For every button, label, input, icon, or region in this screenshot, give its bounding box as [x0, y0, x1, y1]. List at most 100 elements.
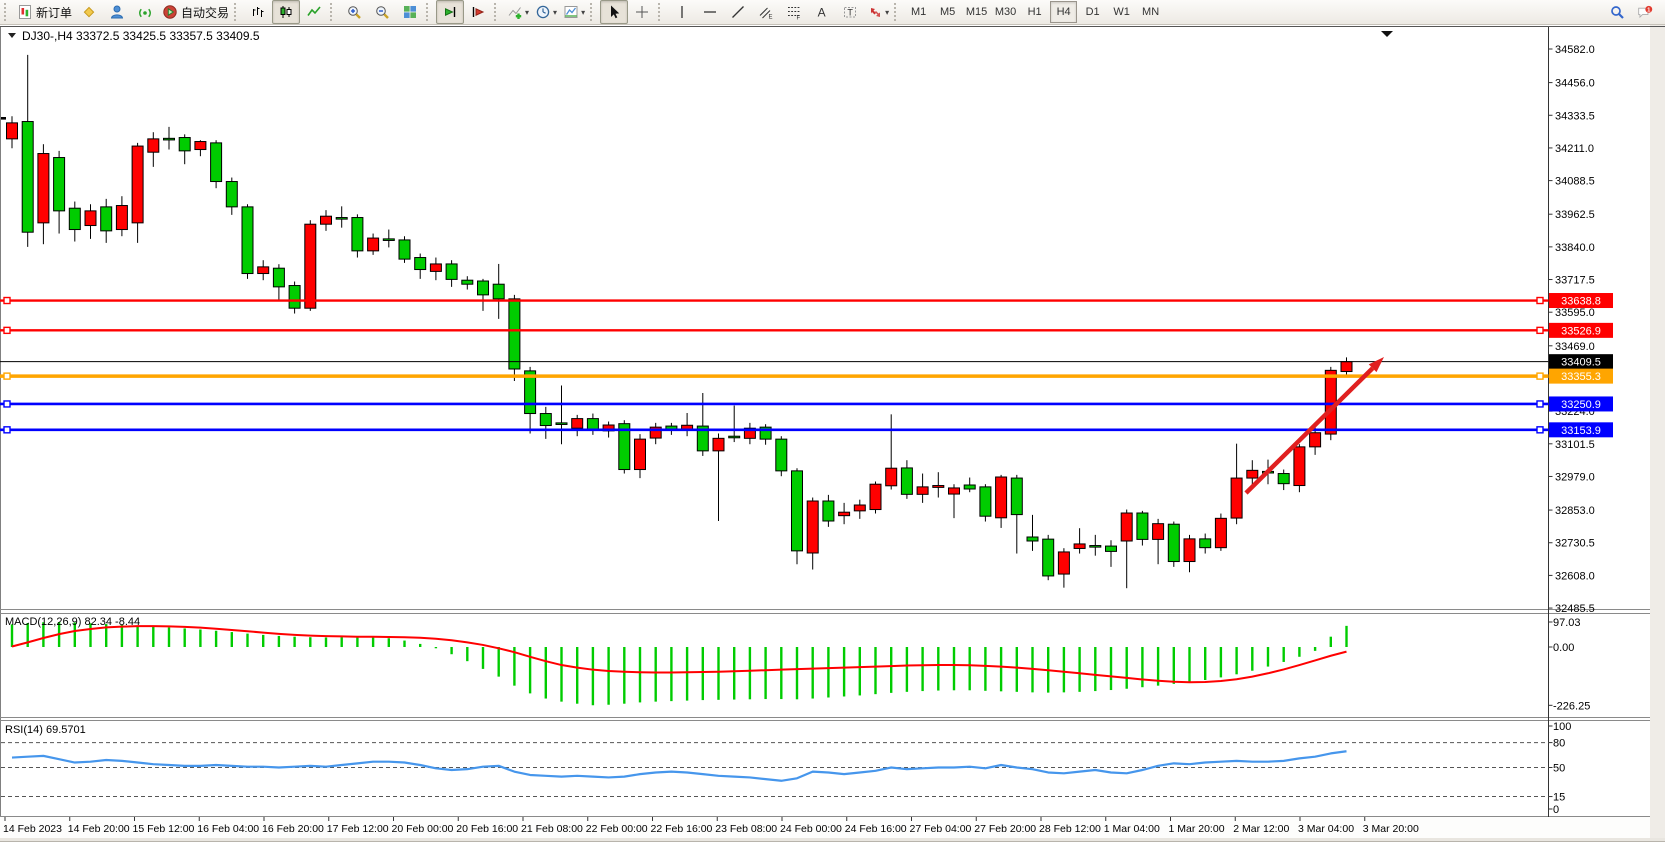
dj30-h4-chart[interactable]: DJ30-,H4 33372.5 33425.5 33357.5 33409.5… [0, 25, 1665, 842]
candle-down [555, 422, 568, 425]
toolbar-grip [590, 3, 597, 21]
hline-handle[interactable] [3, 296, 11, 305]
hline-handle[interactable] [3, 400, 11, 408]
status-strip [0, 838, 1665, 841]
chart-shift-button[interactable] [464, 0, 492, 24]
metaeditor-button[interactable] [75, 0, 103, 24]
periods-menu-button[interactable]: ▾ [532, 0, 560, 24]
time-tick-label: 3 Mar 20:00 [1363, 823, 1419, 835]
hline-handle[interactable] [1536, 372, 1544, 380]
horizontal-line-tool-button[interactable] [696, 0, 724, 24]
time-axis[interactable]: 14 Feb 2023 14 Feb 20:00 15 Feb 12:00 16 Fe… [3, 817, 1419, 835]
templates-menu-button[interactable]: ▾ [560, 0, 588, 24]
trend-arrow-line[interactable] [1244, 366, 1375, 495]
text-tool-button[interactable]: A [808, 0, 836, 24]
trendline-tool-button[interactable] [724, 0, 752, 24]
toolbar-grip [426, 3, 433, 21]
candle-down [1136, 512, 1149, 540]
chart-candles-button[interactable] [272, 0, 301, 24]
hline-handle[interactable] [3, 426, 11, 434]
candle-up [1293, 446, 1306, 487]
macd-tick-label: 0.00 [1553, 642, 1574, 654]
hline-handle[interactable] [1536, 326, 1544, 335]
text-label-tool-button[interactable]: T [836, 0, 864, 24]
chart-line-button[interactable] [300, 0, 328, 24]
hline-handle[interactable] [1536, 426, 1544, 434]
time-tick-label: 24 Feb 16:00 [845, 823, 907, 835]
zoom-out-button[interactable] [368, 0, 396, 24]
time-tick-label: 17 Feb 12:00 [327, 823, 389, 835]
candle-down [1042, 538, 1055, 577]
price-tick-label: 34582.0 [1555, 44, 1595, 56]
indicators-list-button[interactable]: ▾ [504, 0, 532, 24]
svg-text:E: E [769, 15, 773, 21]
rsi-pane[interactable]: RSI(14) 69.5701 [1, 724, 1549, 798]
candle-down [225, 181, 238, 208]
chart-bars-button[interactable] [244, 0, 272, 24]
candles-icon [278, 4, 294, 20]
cursor-tool-button[interactable] [600, 0, 629, 24]
timeframe-w1-button[interactable]: W1 [1113, 6, 1130, 18]
timeframe-mn-button[interactable]: MN [1142, 6, 1160, 18]
chart-background [0, 25, 1665, 841]
candlestick-pane[interactable] [0, 54, 1353, 589]
candle-down [1026, 536, 1039, 542]
chevron-down-icon[interactable]: ▾ [553, 7, 558, 17]
tile-windows-button[interactable] [396, 0, 424, 24]
candle-up [806, 500, 819, 554]
toolbar-right: 1 [1603, 0, 1665, 24]
fibonacci-tool-button[interactable]: F [780, 0, 808, 24]
autotrading-button[interactable]: 自动交易 [159, 0, 232, 24]
chevron-down-icon[interactable]: ▾ [525, 7, 530, 17]
vertical-line-tool-button[interactable] [668, 0, 696, 24]
candle-up [1246, 469, 1259, 479]
macd-pane[interactable]: MACD(12,26,9) 82.34 -8.44 [5, 616, 1348, 706]
time-tick-label: 14 Feb 2023 [3, 823, 62, 835]
signals-button[interactable] [131, 0, 159, 24]
timeframe-m1-button[interactable]: M1 [910, 6, 927, 18]
candle-down [1089, 545, 1102, 548]
hline-handle[interactable] [1536, 296, 1544, 305]
autotrading-label: 自动交易 [181, 5, 230, 20]
trend-arrow-head[interactable] [1368, 357, 1384, 373]
chart-shift-icon [470, 4, 486, 20]
zoom-in-button[interactable] [340, 0, 368, 24]
chevron-down-icon[interactable]: ▾ [581, 7, 586, 17]
candle-down [241, 206, 254, 275]
timeframe-m30-button[interactable]: M30 [994, 6, 1017, 18]
time-tick-label: 20 Feb 00:00 [392, 823, 454, 835]
rsi-tick-label: 80 [1553, 738, 1565, 750]
timeframe-d1-button[interactable]: D1 [1085, 6, 1100, 18]
arrows-tool-button[interactable]: ▾ [864, 0, 892, 24]
equidistant-channel-tool-button[interactable]: E [752, 0, 780, 24]
candle-up [1309, 432, 1322, 448]
search-button[interactable] [1603, 0, 1631, 24]
chart-window[interactable]: DJ30-,H4 33372.5 33425.5 33357.5 33409.5… [0, 25, 1665, 842]
hline-handle[interactable] [3, 326, 11, 335]
svg-text:1: 1 [1647, 7, 1651, 13]
candle-up [932, 485, 945, 488]
chart-title: DJ30-,H4 33372.5 33425.5 33357.5 33409.5 [22, 29, 260, 43]
auto-scroll-icon [442, 4, 458, 20]
channel-icon: E [758, 4, 774, 20]
price-axis[interactable]: 34582.0 34456.0 34333.5 34211.0 34088.5 33962… [1548, 44, 1614, 816]
chart-shift-marker[interactable] [1381, 31, 1393, 37]
timeframe-m15-button[interactable]: M15 [965, 6, 988, 18]
timeframe-h1-button[interactable]: H1 [1027, 6, 1042, 18]
auto-scroll-button[interactable] [436, 0, 465, 24]
community-button[interactable] [103, 0, 131, 24]
crosshair-tool-button[interactable] [628, 0, 656, 24]
search-icon [1609, 4, 1625, 20]
candle-down [900, 467, 913, 495]
chat-button[interactable]: 1 [1631, 0, 1659, 24]
timeframe-m5-button[interactable]: M5 [939, 6, 956, 18]
hline-handle[interactable] [1536, 400, 1544, 408]
timeframe-h4-button[interactable]: H4 [1050, 1, 1078, 23]
hline-handle[interactable] [3, 372, 11, 380]
chevron-down-icon[interactable]: ▾ [885, 7, 890, 17]
new-order-button[interactable]: 新订单 [14, 0, 75, 24]
candle-up [1324, 369, 1337, 435]
chart-menu-triangle-icon[interactable] [8, 33, 16, 38]
price-tick-label: 33840.0 [1555, 242, 1595, 254]
